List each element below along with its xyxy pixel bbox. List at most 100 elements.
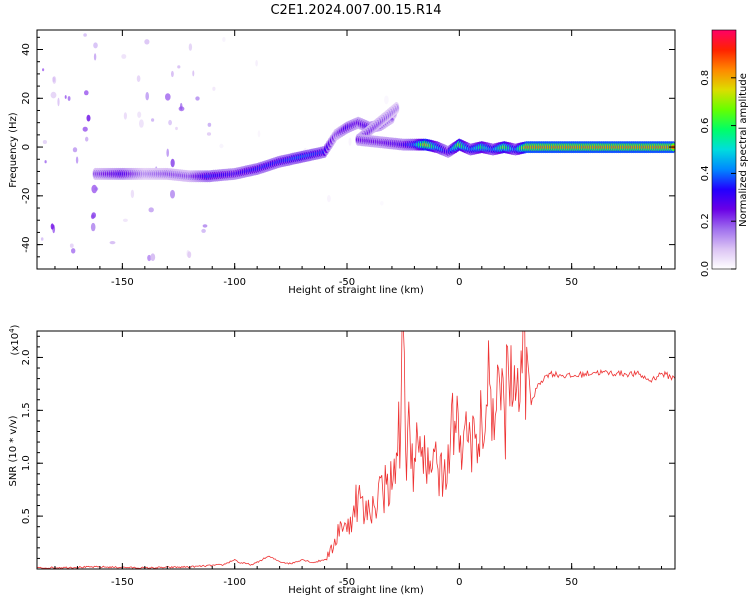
heatmap-noise-blob bbox=[327, 195, 331, 203]
x-tick-label: 0 bbox=[456, 577, 462, 588]
figure-title: C2E1.2024.007.00.15.R14 bbox=[270, 3, 441, 18]
heatmap-noise-blob bbox=[91, 184, 98, 194]
heatmap-noise-blob bbox=[192, 70, 195, 77]
heatmap-noise-blob bbox=[44, 160, 47, 164]
snr-x-ticks: -150 -100 -50 0 50 bbox=[54, 331, 663, 588]
snr-series-line bbox=[37, 331, 675, 569]
y-tick-label: 1.0 bbox=[21, 455, 32, 471]
heatmap-noise-blob bbox=[201, 228, 206, 233]
snr-background bbox=[37, 331, 675, 569]
heatmap-noise-blob bbox=[136, 75, 141, 82]
colorbar-tick-label: 0.6 bbox=[700, 118, 711, 134]
heatmap-noise-blob bbox=[50, 223, 54, 230]
snr-y-ticks: 0.5 1.0 1.5 2.0 bbox=[21, 335, 675, 570]
heatmap-ridge bbox=[92, 102, 675, 183]
heatmap-noise-blob bbox=[188, 43, 193, 51]
heatmap-noise-blob bbox=[121, 54, 127, 59]
y-tick-label: 0.5 bbox=[21, 508, 32, 524]
colorbar-tick-label: 0.2 bbox=[700, 213, 711, 229]
snr-y-multiplier-exponent: 4 bbox=[8, 328, 16, 333]
snr-frame bbox=[36, 330, 676, 570]
colorbar-tick-label: 0.4 bbox=[700, 165, 711, 181]
heatmap-noise-blob bbox=[202, 224, 208, 228]
colorbar-ticks: 0.0 0.2 0.4 0.6 0.8 bbox=[700, 70, 736, 277]
heatmap-noise-blob bbox=[84, 90, 89, 96]
x-tick-label: -100 bbox=[223, 577, 246, 588]
heatmap-noise-blob bbox=[348, 137, 352, 146]
heatmap-noise-blob bbox=[75, 156, 79, 164]
heatmap-noise-blob bbox=[93, 42, 98, 49]
heatmap-noise-blob bbox=[168, 119, 173, 126]
heatmap-noise-blob bbox=[187, 251, 192, 259]
heatmap-noise-blob bbox=[257, 130, 261, 138]
heatmap-noise-blob bbox=[91, 212, 96, 219]
heatmap-noise-blob bbox=[83, 33, 87, 37]
heatmap-noise-blob bbox=[86, 114, 91, 122]
heatmap-noise-blob bbox=[177, 65, 181, 69]
heatmap-noise-blob bbox=[67, 96, 71, 101]
x-tick-label: 0 bbox=[456, 277, 462, 288]
heatmap-x-axis-label: Height of straight line (km) bbox=[288, 285, 424, 296]
heatmap-noise-blob bbox=[147, 254, 152, 262]
heatmap-panel: -150 -100 -50 0 50 -40 -20 0 20 40 Height of str… bbox=[8, 29, 676, 296]
heatmap-noise-blob bbox=[71, 248, 76, 254]
snr-y-multiplier-suffix: ) bbox=[10, 324, 21, 328]
heatmap-noise-blob bbox=[93, 53, 97, 61]
x-tick-label: -100 bbox=[223, 277, 246, 288]
heatmap-noise-blob bbox=[64, 95, 67, 99]
snr-y-multiplier-prefix: (x10 bbox=[10, 333, 21, 356]
y-tick-label: 0 bbox=[21, 144, 32, 150]
heatmap-noise-blob bbox=[50, 91, 57, 99]
colorbar: 0.0 0.2 0.4 0.6 0.8 Normalized spectral ampl… bbox=[700, 29, 749, 277]
heatmap-noise-blob bbox=[165, 93, 171, 101]
heatmap-noise-blob bbox=[85, 136, 89, 142]
heatmap-x-ticks: -150 -100 -50 0 50 bbox=[54, 30, 663, 288]
heatmap-noise-blob bbox=[52, 76, 57, 84]
colorbar-tick-label: 0.8 bbox=[700, 70, 711, 86]
heatmap-noise-blob bbox=[40, 237, 44, 241]
snr-y-multiplier: (x104) bbox=[8, 324, 21, 355]
y-tick-label: 1.5 bbox=[21, 402, 32, 418]
heatmap-noise-blob bbox=[219, 143, 224, 149]
heatmap-noise-blob bbox=[145, 92, 149, 101]
heatmap-noise-blob bbox=[170, 158, 175, 168]
heatmap-noise-blob bbox=[69, 243, 74, 248]
y-tick-label: 20 bbox=[21, 92, 32, 105]
heatmap-noise-blob bbox=[137, 111, 142, 118]
y-tick-label: 2.0 bbox=[21, 349, 32, 365]
heatmap-noise-blob bbox=[82, 126, 88, 132]
heatmap-noise-blob bbox=[195, 96, 200, 101]
heatmap-noise-blob bbox=[222, 37, 226, 42]
colorbar-tick-label: 0.0 bbox=[700, 261, 711, 277]
colorbar-label: Normalized spectral amplitude bbox=[738, 73, 749, 227]
heatmap-noise-blob bbox=[90, 222, 96, 232]
y-tick-label: -20 bbox=[21, 188, 32, 204]
heatmap-noise-blob bbox=[151, 118, 155, 122]
x-tick-label: -150 bbox=[111, 577, 134, 588]
heatmap-noise-blob bbox=[72, 147, 78, 153]
heatmap-noise-blob bbox=[109, 241, 116, 245]
heatmap-noise-blob bbox=[255, 60, 258, 67]
x-tick-label: -50 bbox=[339, 277, 355, 288]
heatmap-noise-blob bbox=[148, 207, 154, 213]
heatmap-noise-blob bbox=[207, 122, 212, 127]
heatmap-noise-blob bbox=[166, 148, 169, 157]
colorbar-gradient bbox=[711, 29, 737, 270]
x-tick-label: -50 bbox=[339, 577, 355, 588]
heatmap-noise-blob bbox=[42, 140, 48, 144]
heatmap-noise-blob bbox=[206, 132, 212, 136]
x-tick-label: -150 bbox=[111, 277, 134, 288]
heatmap-noise-blob bbox=[178, 106, 185, 112]
x-tick-label: 50 bbox=[565, 277, 578, 288]
heatmap-noise-blob bbox=[380, 201, 384, 206]
x-tick-label: 50 bbox=[565, 577, 578, 588]
heatmap-noise-blob bbox=[150, 253, 156, 261]
heatmap-noise-blob bbox=[212, 86, 216, 91]
heatmap-noise-blob bbox=[57, 97, 60, 107]
y-tick-label: -40 bbox=[21, 236, 32, 252]
snr-y-axis-label: SNR (10 * v/v) bbox=[8, 415, 19, 486]
heatmap-noise-blob bbox=[130, 189, 135, 199]
heatmap-noise-blob bbox=[170, 189, 175, 199]
y-tick-label: 40 bbox=[21, 43, 32, 56]
